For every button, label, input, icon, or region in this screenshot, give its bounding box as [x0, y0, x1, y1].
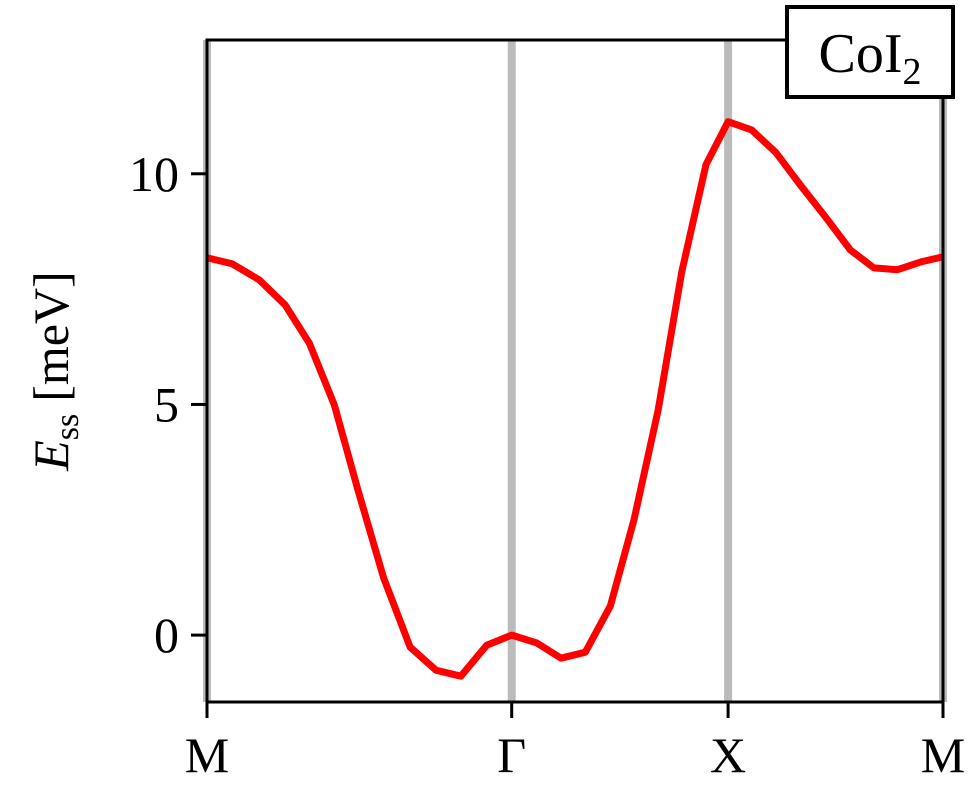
y-label-symbol: E [23, 440, 79, 472]
data-line [206, 118, 944, 680]
annotation-box [785, 5, 955, 99]
annotation-subscript: 2 [903, 51, 922, 93]
x-tick-label: Γ [497, 727, 526, 783]
annotation-text: CoI [819, 23, 903, 85]
y-axis-label: Ess [meV] [23, 271, 86, 472]
annotation: CoI2 [819, 23, 922, 93]
x-tick-label: M [185, 727, 229, 783]
y-tick-label: 10 [129, 146, 179, 202]
y-label-unit: [meV] [23, 271, 79, 402]
y-tick-label: 5 [154, 376, 179, 432]
plot-frame [205, 38, 945, 704]
x-tick-label: X [710, 727, 746, 783]
x-tick-label: M [921, 727, 965, 783]
y-label-subscript: ss [49, 414, 86, 440]
y-tick-label: 0 [154, 607, 179, 663]
